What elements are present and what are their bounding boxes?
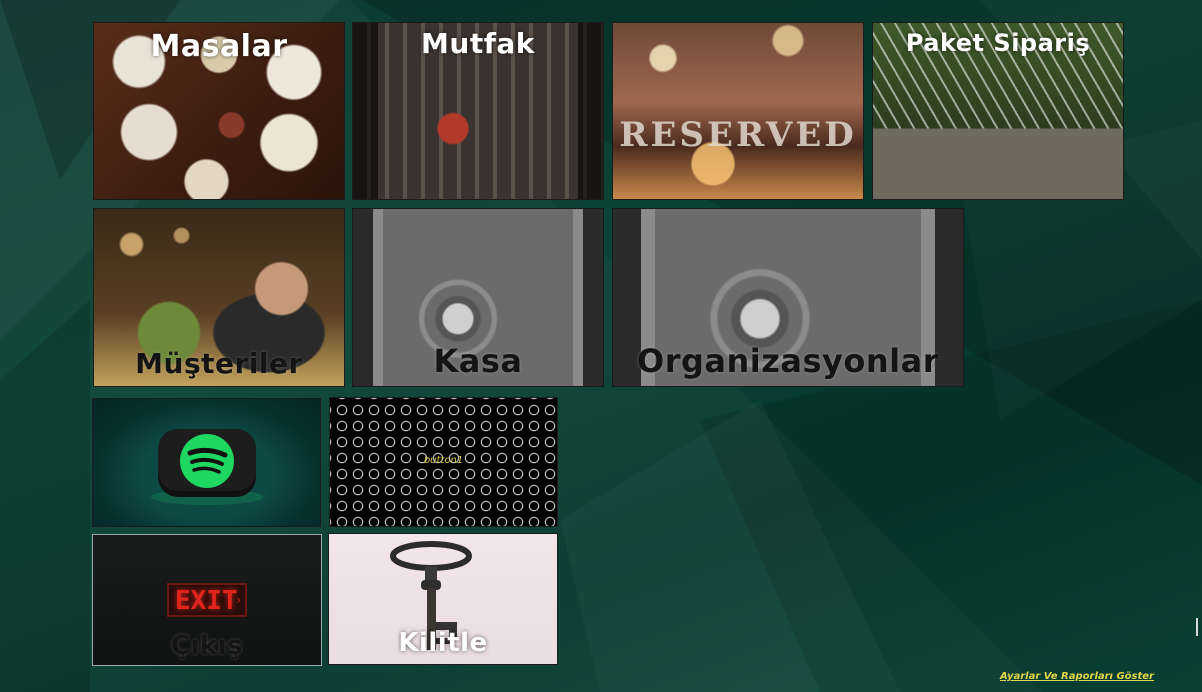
arrow-right-icon: › (236, 593, 241, 607)
tile-cikis-label: Çıkış (170, 631, 244, 661)
key-icon (390, 541, 472, 650)
tile-kasa[interactable]: Kasa (352, 208, 604, 387)
tile-mutfak-label: Mutfak (421, 27, 535, 60)
tile-cikis[interactable]: EXIT › Çıkış (92, 534, 322, 666)
button1-label: button1 (423, 455, 464, 466)
exit-sign: EXIT › (167, 583, 247, 617)
settings-reports-link[interactable]: Ayarlar Ve Raporları Göster (999, 671, 1154, 682)
tile-masalar[interactable]: Masalar (93, 22, 345, 200)
tile-organizasyonlar-label: Organizasyonlar (637, 342, 939, 380)
tile-kasa-label: Kasa (433, 342, 523, 380)
tile-paket-siparis[interactable]: Paket Sipariş (872, 22, 1124, 200)
tile-reserved[interactable]: RESERVED (612, 22, 864, 200)
exit-sign-text: EXIT (175, 586, 238, 616)
tile-kilitle[interactable]: Kilitle (328, 533, 558, 665)
tile-kilitle-label: Kilitle (398, 628, 488, 658)
tile-musteriler-label: Müşteriler (135, 347, 303, 380)
tile-organizasyonlar[interactable]: Organizasyonlar (612, 208, 964, 387)
tile-mutfak[interactable]: Mutfak (352, 22, 604, 200)
button1[interactable]: button1 (329, 397, 558, 527)
tile-paket-siparis-label: Paket Sipariş (905, 29, 1091, 57)
tile-masalar-label: Masalar (150, 29, 288, 64)
scroll-indicator-icon (1196, 618, 1198, 636)
reserved-sign: RESERVED (619, 115, 857, 155)
spotify-icon (151, 429, 263, 505)
tile-spotify[interactable] (92, 398, 321, 527)
tile-musteriler[interactable]: Müşteriler (93, 208, 345, 387)
